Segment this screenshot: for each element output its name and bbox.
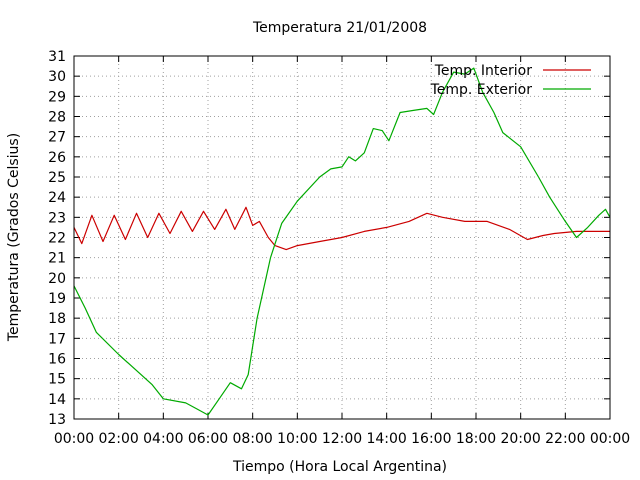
series-line-temp-interior (73, 206, 610, 251)
y-tick-label: 18 (48, 311, 66, 327)
y-tick-label: 19 (48, 291, 66, 307)
y-tick-label: 28 (48, 110, 66, 126)
y-tick-label: 21 (48, 251, 66, 267)
axis-ticks: 13 14 15 16 17 18 19 20 21 22 23 24 25 26 27 28 29 30 31 00… (48, 49, 630, 447)
legend-label-temp-exterior: Temp. Exterior (430, 82, 533, 98)
x-tick-label: 12:00 (322, 431, 362, 447)
y-tick-label: 20 (48, 271, 66, 287)
y-tick-label: 14 (48, 392, 66, 408)
y-tick-label: 13 (48, 412, 66, 428)
x-tick-label: 14:00 (366, 431, 406, 447)
y-tick-label: 26 (48, 150, 66, 166)
y-tick-label: 23 (48, 210, 66, 226)
x-tick-label: 18:00 (456, 431, 496, 447)
y-tick-label: 25 (48, 170, 66, 186)
y-tick-label: 30 (48, 69, 66, 85)
legend-label-temp-interior: Temp. Interior (434, 63, 533, 79)
x-tick-label: 22:00 (545, 431, 585, 447)
x-tick-label: 00:00 (54, 431, 94, 447)
x-tick-label: 16:00 (411, 431, 451, 447)
y-tick-label: 22 (48, 231, 66, 247)
legend: Temp. Interior Temp. Exterior (430, 63, 591, 98)
y-tick-label: 16 (48, 352, 66, 368)
grid (74, 56, 610, 419)
x-tick-label: 20:00 (500, 431, 540, 447)
series-lines (73, 67, 611, 416)
y-tick-label: 15 (48, 372, 66, 388)
x-tick-label: 04:00 (143, 431, 183, 447)
plot-frame (73, 55, 611, 420)
y-tick-label: 17 (48, 331, 66, 347)
x-tick-label: 02:00 (98, 431, 138, 447)
x-tick-label: 10:00 (277, 431, 317, 447)
x-tick-label: 08:00 (232, 431, 272, 447)
y-tick-label: 24 (48, 190, 66, 206)
y-tick-label: 29 (48, 89, 66, 105)
x-tick-label: 00:00 (590, 431, 630, 447)
x-axis-label: Tiempo (Hora Local Argentina) (232, 459, 447, 475)
y-tick-label: 27 (48, 130, 66, 146)
y-tick-label: 31 (48, 49, 66, 65)
chart-title: Temperatura 21/01/2008 (252, 20, 427, 36)
x-tick-label: 06:00 (188, 431, 228, 447)
y-axis-label: Temperatura (Grados Celsius) (6, 133, 22, 342)
series-line-temp-exterior (73, 67, 611, 416)
